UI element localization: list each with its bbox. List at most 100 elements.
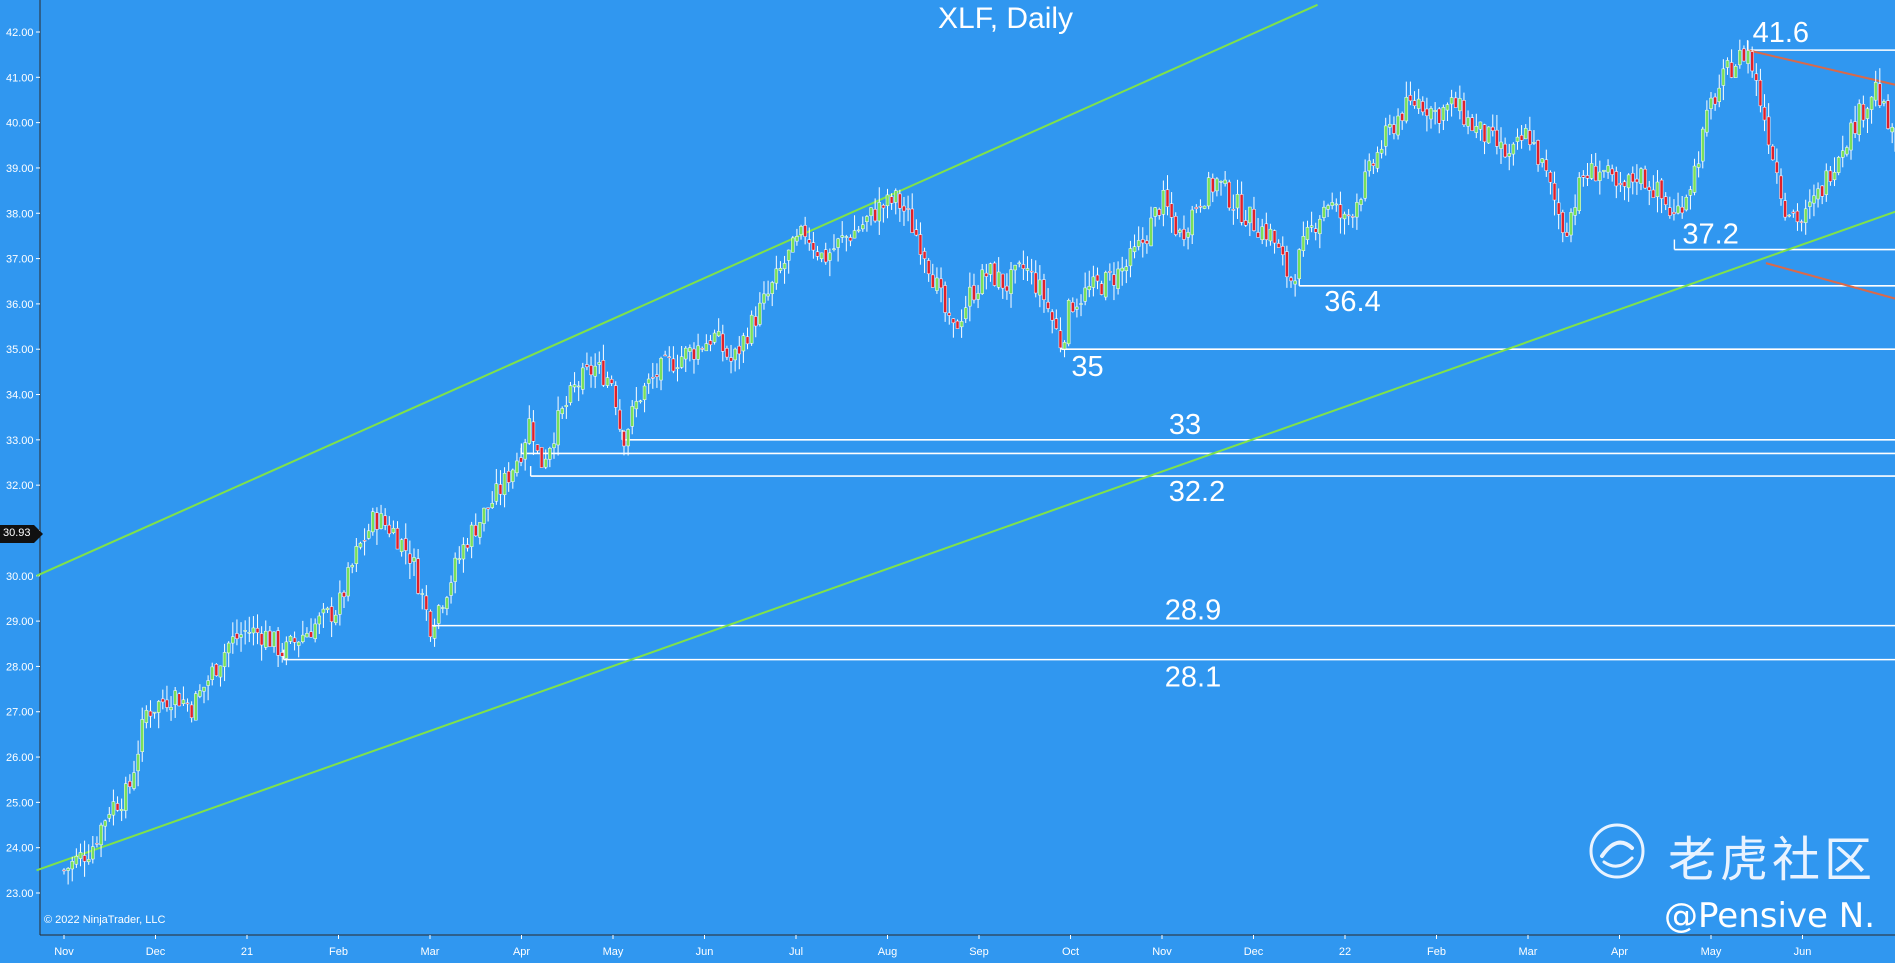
- candle-up: [1322, 206, 1326, 218]
- candle-down: [1165, 189, 1170, 207]
- candle-up: [1857, 103, 1861, 135]
- candle-up: [482, 507, 486, 524]
- y-tick-label: 24.00: [6, 843, 34, 855]
- candle-up: [799, 226, 803, 235]
- candle-down: [1581, 175, 1586, 178]
- candle-down: [185, 702, 190, 705]
- candle-up: [111, 801, 116, 816]
- candle-up: [1416, 98, 1421, 109]
- candle-down: [618, 409, 622, 430]
- level-label: 28.1: [1165, 662, 1221, 694]
- candle-down: [1878, 83, 1882, 106]
- x-tick-label: 22: [1339, 946, 1351, 958]
- candle-down: [342, 592, 346, 598]
- candle-down: [280, 652, 284, 657]
- candle-down: [128, 781, 132, 787]
- candle-down: [1256, 232, 1260, 238]
- candle-up: [638, 400, 643, 403]
- candle-up: [1696, 163, 1701, 168]
- candle-up: [226, 642, 231, 654]
- candle-up: [181, 699, 186, 704]
- candle-up: [795, 236, 799, 242]
- candle-up: [778, 267, 783, 271]
- candle-up: [1178, 229, 1182, 233]
- x-tick-label: Apr: [1611, 946, 1628, 958]
- candle-up: [1511, 143, 1516, 155]
- candle-down: [1482, 124, 1487, 143]
- candle-up: [1655, 181, 1660, 197]
- candle-down: [1211, 178, 1215, 193]
- candle-down: [1227, 181, 1232, 209]
- candle-up: [1309, 225, 1314, 228]
- candle-up: [453, 557, 457, 582]
- candle-down: [1783, 200, 1787, 218]
- candle-down: [1713, 96, 1717, 105]
- candle-up: [1692, 165, 1697, 193]
- candle-down: [1289, 277, 1293, 282]
- candle-up: [1235, 194, 1240, 209]
- candle-up: [1515, 136, 1520, 142]
- x-tick-label: Jul: [789, 946, 803, 958]
- candle-up: [391, 528, 396, 533]
- candle-up: [1223, 179, 1227, 184]
- candle-down: [898, 193, 902, 209]
- y-tick-label: 23.00: [6, 888, 34, 900]
- candle-down: [1099, 283, 1104, 295]
- chart-title: XLF, Daily: [938, 2, 1074, 35]
- candle-down: [931, 274, 935, 288]
- candle-up: [572, 384, 577, 388]
- x-tick-label: Nov: [54, 946, 74, 958]
- candle-up: [445, 597, 449, 609]
- level-label: 37.2: [1682, 219, 1738, 251]
- candle-down: [1766, 116, 1771, 146]
- x-tick-label: May: [1701, 946, 1722, 958]
- candle-down: [1276, 243, 1281, 248]
- candle-down: [259, 633, 264, 646]
- candle-up: [688, 347, 692, 352]
- candle-down: [177, 693, 182, 707]
- candle-down: [1651, 189, 1656, 198]
- candle-down: [1561, 212, 1565, 233]
- candle-down: [1462, 100, 1466, 125]
- candle-down: [585, 364, 589, 368]
- candle-down: [1371, 163, 1376, 166]
- candle-down: [1593, 166, 1598, 182]
- candle-up: [1268, 228, 1273, 242]
- candle-up: [1013, 264, 1017, 271]
- candle-down: [1791, 211, 1796, 214]
- candle-up: [1219, 181, 1223, 183]
- candle-down: [1565, 232, 1569, 237]
- candle-down: [939, 278, 943, 289]
- candle-up: [1523, 128, 1528, 140]
- y-tick-label: 40.00: [6, 118, 34, 130]
- candle-up: [1717, 87, 1721, 102]
- candle-up: [1474, 125, 1479, 133]
- candle-down: [1239, 194, 1244, 223]
- candle-up: [1602, 169, 1606, 172]
- candle-up: [523, 442, 527, 460]
- level-label: 35: [1071, 351, 1103, 383]
- candle-up: [712, 332, 717, 343]
- candle-up: [840, 235, 844, 238]
- candle-down: [667, 356, 672, 358]
- candle-down: [1680, 206, 1684, 214]
- candle-up: [469, 524, 474, 547]
- candle-up: [786, 249, 791, 261]
- candle-down: [926, 260, 931, 275]
- candle-up: [1606, 165, 1610, 173]
- candle-down: [922, 251, 927, 259]
- candle-down: [918, 234, 923, 255]
- candle-up: [1038, 279, 1042, 296]
- candle-up: [247, 631, 252, 634]
- candle-up: [963, 307, 968, 320]
- candle-down: [428, 611, 433, 637]
- candle-up: [354, 546, 359, 564]
- candle-up: [1116, 268, 1120, 289]
- candle-down: [82, 855, 87, 862]
- candle-up: [305, 633, 309, 638]
- x-tick-label: Mar: [421, 946, 440, 958]
- last-price-label: 30.93: [3, 527, 31, 539]
- candle-down: [1285, 251, 1289, 278]
- candle-down: [873, 209, 877, 222]
